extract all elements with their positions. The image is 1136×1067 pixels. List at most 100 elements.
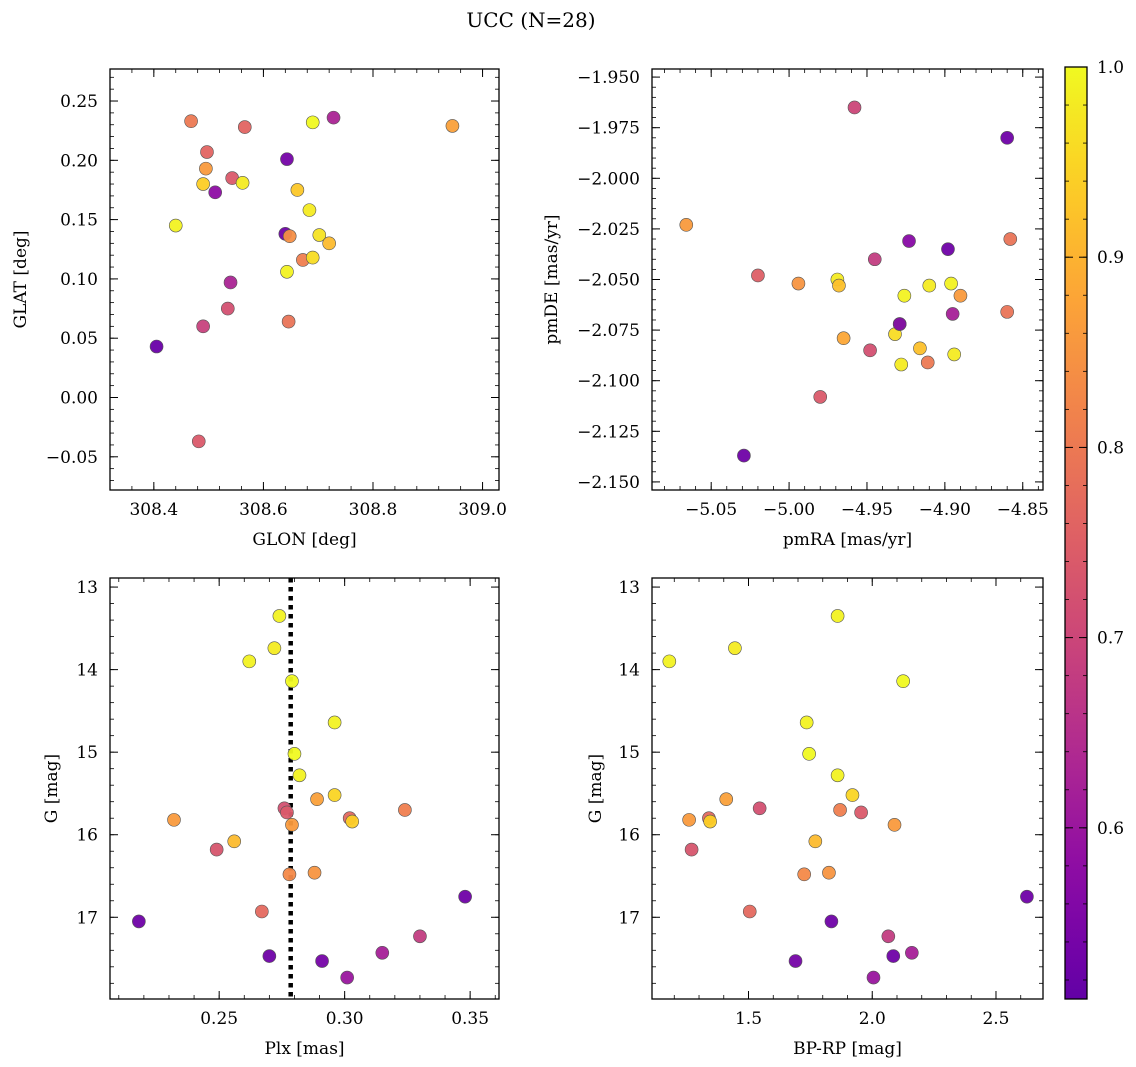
scatter-point bbox=[209, 842, 224, 857]
axes-frame bbox=[109, 68, 500, 491]
scatter-point bbox=[920, 355, 935, 370]
y-tick-label: 0.05 bbox=[60, 329, 98, 349]
scatter-point bbox=[886, 949, 901, 963]
scatter-points bbox=[662, 609, 1034, 985]
y-tick-label: 14 bbox=[618, 661, 640, 681]
axes-frame bbox=[651, 68, 1044, 491]
y-tick-label: 13 bbox=[618, 578, 640, 598]
scatter-point bbox=[896, 674, 910, 688]
scatter-point bbox=[788, 954, 803, 968]
scatter-point bbox=[307, 865, 322, 880]
scatter-point bbox=[799, 715, 814, 730]
scatter-point bbox=[892, 317, 907, 331]
x-tick-label: 2.5 bbox=[982, 1009, 1009, 1029]
scatter-point bbox=[149, 339, 164, 354]
scatter-point bbox=[752, 801, 767, 816]
panel-glon-glat: 308.4 308.6 308.8 309.0 −0.05 0.00 0.05 0.10 0.1… bbox=[11, 68, 507, 550]
panel-plx-g: 0.25 0.30 0.35 13 14 15 16 17 Plx [mas] G [mag] bbox=[42, 577, 500, 1059]
x-tick-label: −4.95 bbox=[841, 500, 893, 520]
minor-ticks bbox=[652, 69, 1043, 490]
y-tick-label: 16 bbox=[76, 826, 98, 846]
scatter-point bbox=[281, 314, 296, 329]
scatter-point bbox=[199, 161, 213, 176]
scatter-point bbox=[315, 954, 329, 968]
scatter-point bbox=[398, 803, 412, 817]
scatter-point bbox=[808, 834, 823, 849]
scatter-point bbox=[679, 218, 694, 232]
y-tick-label: −0.05 bbox=[46, 448, 98, 468]
scatter-point bbox=[458, 889, 472, 904]
scatter-point bbox=[200, 145, 214, 159]
y-tick-label: 0.10 bbox=[60, 270, 98, 290]
scatter-point bbox=[310, 792, 324, 807]
scatter-point bbox=[208, 185, 222, 200]
scatter-point bbox=[242, 654, 257, 669]
x-tick-label: 0.30 bbox=[326, 1009, 364, 1029]
scatter-point bbox=[944, 276, 958, 291]
scatter-point bbox=[1020, 889, 1034, 904]
scatter-point bbox=[196, 319, 210, 334]
scatter-point bbox=[830, 768, 845, 783]
scatter-point bbox=[737, 448, 751, 463]
scatter-point bbox=[305, 115, 320, 130]
x-tick-label: 0.35 bbox=[451, 1009, 489, 1029]
scatter-point bbox=[255, 904, 269, 919]
scatter-point bbox=[327, 715, 342, 730]
scatter-point bbox=[167, 813, 181, 827]
panels: 308.4 308.6 308.8 309.0 −0.05 0.00 0.05 0.10 0.1… bbox=[11, 68, 1049, 1059]
y-tick-label: −2.000 bbox=[577, 169, 640, 189]
colorbar-frame bbox=[1064, 66, 1088, 1000]
scatter-point bbox=[719, 792, 734, 807]
scatter-points bbox=[132, 609, 472, 985]
y-axis-label: pmDE [mas/yr] bbox=[542, 214, 562, 344]
x-tick-label: −4.90 bbox=[919, 500, 971, 520]
colorbar-tick-label: 1.0 bbox=[1097, 58, 1124, 78]
y-tick-label: −2.100 bbox=[577, 372, 640, 392]
x-tick-label: 1.5 bbox=[735, 1009, 762, 1029]
scatter-point bbox=[285, 818, 299, 832]
y-tick-label: 0.25 bbox=[60, 92, 98, 112]
scatter-point bbox=[220, 301, 235, 316]
scatter-point bbox=[751, 268, 765, 283]
scatter-points bbox=[149, 110, 460, 449]
scatter-point bbox=[802, 747, 816, 761]
panel-pmra-pmde: −5.05 −5.00 −4.95 −4.90 −4.85 −2.150 −2.125 −2.… bbox=[542, 68, 1049, 550]
y-tick-label: −2.150 bbox=[577, 473, 640, 493]
scatter-point bbox=[682, 813, 696, 827]
x-axis-label: pmRA [mas/yr] bbox=[783, 530, 912, 550]
y-tick-label: 0.20 bbox=[60, 151, 98, 171]
scatter-point bbox=[845, 788, 860, 802]
scatter-point bbox=[290, 183, 305, 197]
y-tick-label: −1.950 bbox=[577, 68, 640, 88]
scatter-point bbox=[947, 347, 962, 362]
colorbar-tick-label: 0.7 bbox=[1097, 629, 1124, 649]
scatter-point bbox=[280, 152, 294, 166]
x-tick-label: 308.6 bbox=[239, 500, 288, 520]
figure-title: UCC (N=28) bbox=[466, 8, 595, 32]
scatter-point bbox=[280, 264, 294, 279]
x-tick-label: −5.05 bbox=[685, 500, 737, 520]
scatter-point bbox=[235, 176, 250, 190]
colorbar-gradient bbox=[1065, 67, 1087, 999]
scatter-point bbox=[191, 434, 206, 449]
scatter-point bbox=[830, 609, 845, 623]
colorbar: 0.6 0.7 0.8 0.9 1.0 bbox=[1064, 58, 1124, 1000]
scatter-point bbox=[1000, 131, 1014, 145]
scatter-point bbox=[953, 288, 968, 303]
y-axis-label: GLAT [deg] bbox=[11, 230, 31, 328]
scatter-point bbox=[881, 929, 896, 944]
y-tick-label: 0.00 bbox=[60, 388, 98, 408]
x-tick-label: −5.00 bbox=[763, 500, 815, 520]
scatter-point bbox=[285, 674, 299, 688]
x-tick-label: −4.85 bbox=[997, 500, 1049, 520]
scatter-point bbox=[340, 970, 354, 985]
scatter-point bbox=[822, 865, 836, 880]
scatter-point bbox=[791, 276, 806, 291]
scatter-point bbox=[905, 945, 919, 960]
scatter-point bbox=[326, 110, 341, 125]
x-axis-label: Plx [mas] bbox=[264, 1039, 344, 1059]
y-tick-label: 17 bbox=[76, 908, 98, 928]
scatter-point bbox=[854, 805, 868, 820]
minor-ticks bbox=[110, 578, 499, 999]
